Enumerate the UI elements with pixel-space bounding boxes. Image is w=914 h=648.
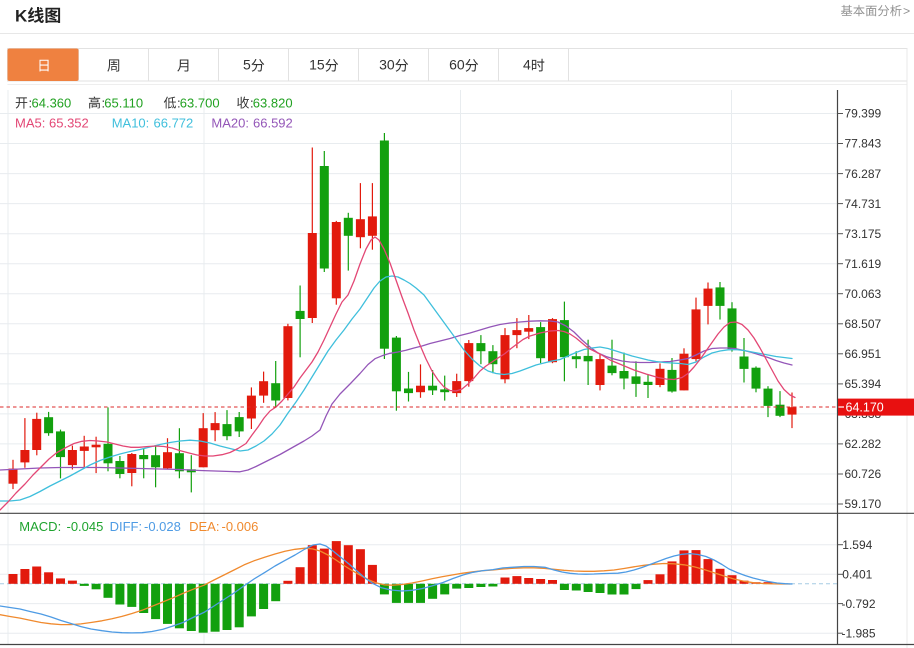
svg-text:73.175: 73.175 bbox=[845, 227, 882, 241]
svg-text::: : bbox=[29, 96, 33, 111]
svg-text:63.820: 63.820 bbox=[253, 96, 293, 111]
svg-text:66.592: 66.592 bbox=[253, 116, 293, 131]
svg-text:-0.045: -0.045 bbox=[67, 519, 104, 534]
svg-text:5: 5 bbox=[243, 57, 251, 73]
svg-text:-0.792: -0.792 bbox=[842, 597, 876, 611]
svg-text:4: 4 bbox=[523, 57, 531, 73]
svg-text:63.700: 63.700 bbox=[180, 96, 220, 111]
svg-text:0.401: 0.401 bbox=[842, 568, 872, 582]
svg-text:59.170: 59.170 bbox=[845, 497, 882, 511]
svg-text::: : bbox=[250, 96, 254, 111]
svg-text:DEA:: DEA: bbox=[189, 519, 219, 534]
svg-text:70.063: 70.063 bbox=[845, 287, 882, 301]
svg-text:65.352: 65.352 bbox=[49, 116, 89, 131]
svg-text:-0.006: -0.006 bbox=[222, 519, 259, 534]
svg-text:DIFF:: DIFF: bbox=[110, 519, 143, 534]
svg-text:65.110: 65.110 bbox=[104, 96, 143, 111]
svg-text:60.726: 60.726 bbox=[845, 467, 882, 481]
svg-text:1.594: 1.594 bbox=[842, 538, 872, 552]
svg-text:64.360: 64.360 bbox=[32, 96, 72, 111]
svg-text:MA20:: MA20: bbox=[211, 116, 249, 131]
svg-text:30: 30 bbox=[379, 57, 395, 73]
svg-text:>: > bbox=[903, 4, 910, 18]
svg-text::: : bbox=[177, 96, 181, 111]
svg-text:MA5:: MA5: bbox=[15, 116, 45, 131]
svg-text:77.843: 77.843 bbox=[845, 137, 882, 151]
svg-text:64.170: 64.170 bbox=[846, 401, 884, 415]
svg-text:15: 15 bbox=[309, 57, 325, 73]
svg-text:-0.028: -0.028 bbox=[144, 519, 181, 534]
svg-text::: : bbox=[102, 96, 106, 111]
svg-text:68.507: 68.507 bbox=[845, 317, 882, 331]
svg-text:79.399: 79.399 bbox=[845, 107, 882, 121]
svg-text:K: K bbox=[15, 7, 28, 26]
svg-text:60: 60 bbox=[449, 57, 465, 73]
svg-text:66.772: 66.772 bbox=[154, 116, 194, 131]
svg-text:66.951: 66.951 bbox=[845, 347, 882, 361]
svg-text:65.394: 65.394 bbox=[845, 377, 882, 391]
svg-text:74.731: 74.731 bbox=[845, 197, 882, 211]
svg-text:71.619: 71.619 bbox=[845, 257, 882, 271]
svg-text:76.287: 76.287 bbox=[845, 167, 882, 181]
svg-text:-1.985: -1.985 bbox=[842, 626, 876, 640]
svg-text:62.282: 62.282 bbox=[845, 437, 882, 451]
svg-text:MA10:: MA10: bbox=[112, 116, 150, 131]
svg-text:MACD:: MACD: bbox=[19, 519, 61, 534]
